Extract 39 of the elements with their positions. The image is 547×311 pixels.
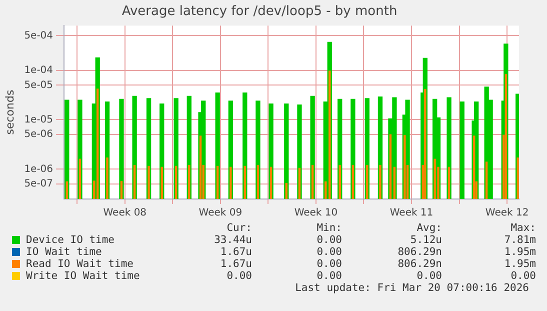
legend-label: Read IO Wait time (26, 258, 134, 270)
y-tick-label: 5e-05 (24, 80, 54, 91)
text: 5.12u (409, 234, 442, 246)
legend-label: Write IO Wait time (26, 270, 140, 282)
y-tick-label: 1e-06 (24, 164, 54, 175)
x-tick-label: Week 10 (294, 208, 338, 219)
x-tick-label: Week 11 (390, 208, 434, 219)
y-tick-label: 1e-05 (24, 114, 54, 126)
text: 0.00 (316, 270, 342, 282)
text: 806.29n (396, 246, 442, 258)
text: Max: (510, 222, 536, 234)
text: 1.67u (219, 246, 252, 258)
legend-label: Device IO time (26, 234, 115, 246)
y-tick-label: 1e-04 (24, 64, 54, 76)
text: 806.29n (396, 258, 442, 270)
text: Avg: (416, 222, 442, 234)
text: 33.44u (213, 234, 252, 246)
text: 0.00 (316, 258, 342, 270)
legend-label: IO Wait time (26, 246, 102, 258)
text: 1.67u (219, 258, 252, 270)
x-tick-label: Week 08 (103, 208, 147, 219)
text: Last update: Fri Mar 20 07:00:16 2026 (294, 282, 529, 294)
x-tick-label: Week 09 (198, 208, 242, 219)
text: 0.00 (316, 234, 342, 246)
x-tick-label: Week 12 (485, 208, 529, 219)
y-axis-title: seconds (3, 90, 16, 135)
text: 0.00 (226, 270, 252, 282)
y-tick-label: 5e-07 (24, 178, 54, 190)
chart-title: Average latency for /dev/loop5 - by month (122, 4, 398, 20)
text: 1.95m (503, 258, 536, 270)
text: Cur: (226, 222, 252, 234)
text: Min: (316, 222, 342, 234)
y-tick-label: 5e-04 (24, 30, 54, 42)
text: 0.00 (416, 270, 442, 282)
y-tick-label: 5e-06 (24, 129, 54, 140)
text: 0.00 (510, 270, 536, 282)
text: 1.95m (503, 246, 536, 258)
text: 7.81m (503, 234, 536, 246)
text: 0.00 (316, 246, 342, 258)
